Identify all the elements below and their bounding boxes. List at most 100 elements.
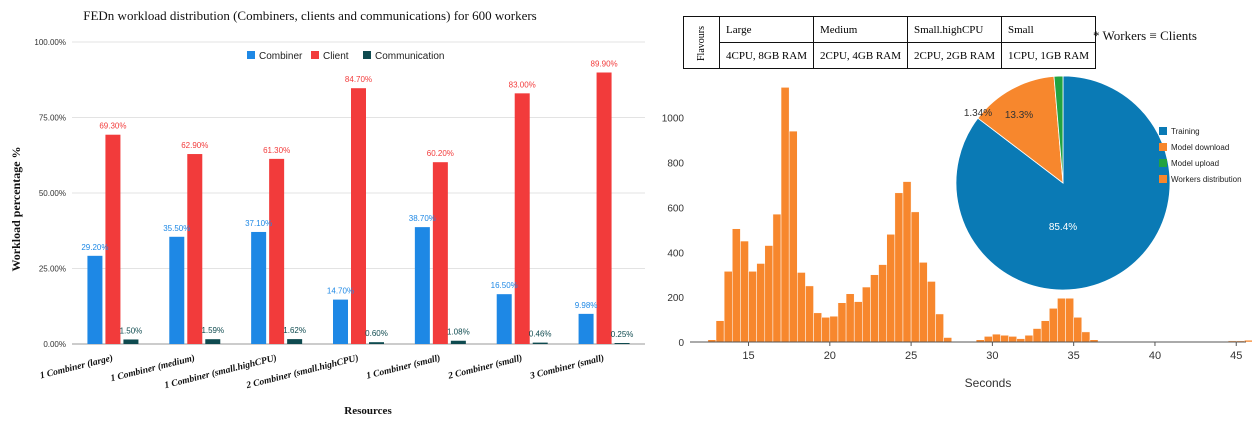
legend-swatch-communication (363, 51, 371, 59)
pie-slice-model-download (977, 75, 1064, 184)
histogram-bar (894, 192, 904, 343)
bar-client (596, 72, 612, 344)
histogram-bar (902, 181, 912, 343)
bar-chart-legend: Combiner Client Communication (247, 51, 444, 62)
pie-slice-model-upload (1053, 75, 1064, 184)
bar-chart-yticks: 0.00% 25.00% 50.00% 75.00% 100.00% (34, 38, 66, 349)
pie-legend-swatch (1159, 143, 1167, 151)
bar-data-label: 35.50% (163, 224, 190, 233)
pie-legend-label: Model download (1171, 143, 1229, 152)
timing-panel: 0 200 400 600 800 1000 15 20 25 30 35 40 45 Seconds… (655, 0, 1252, 419)
flavours-table: Flavours Large Medium Small.highCPU Smal… (683, 16, 1096, 69)
bar-ytick-label: 75.00% (39, 114, 66, 123)
bar-client (514, 93, 530, 344)
legend-swatch-client (311, 51, 319, 59)
bar-data-label: 1.59% (201, 326, 224, 335)
histogram-ytick-label: 400 (667, 248, 684, 259)
histogram-bar (1049, 308, 1058, 343)
bar-data-label: 0.25% (611, 330, 634, 339)
histogram-bar (805, 285, 814, 343)
bar-chart-bars (87, 72, 630, 345)
bar-communication (614, 343, 630, 344)
bar-client (432, 162, 448, 344)
histogram-bar (780, 87, 790, 343)
bar-chart-data-labels: 29.20% 69.30% 1.50% 35.50% 62.90% 1.59% 37.10%… (81, 60, 633, 339)
histogram-xtick-label: 25 (905, 350, 917, 362)
pie-legend-swatch (1159, 127, 1167, 135)
histogram-bar (756, 263, 766, 343)
bar-data-label: 62.90% (181, 141, 208, 150)
bar-data-label: 1.50% (120, 326, 143, 335)
histogram-bar (813, 312, 822, 343)
histogram-bar (845, 293, 855, 343)
histogram-bar (992, 333, 1001, 343)
histogram-xtick-label: 20 (824, 350, 836, 362)
workload-bar-chart-svg: FEDn workload distribution (Combiners, c… (9, 8, 645, 417)
flavour-spec-small: 1CPU, 1GB RAM (1001, 42, 1096, 69)
pie-label-model-download: 13.3% (1005, 110, 1033, 121)
bar-data-label: 9.98% (575, 301, 598, 310)
flavour-spec-small-highcpu: 2CPU, 2GB RAM (907, 42, 1002, 69)
histogram-xtick-label: 35 (1068, 350, 1080, 362)
bar-ytick-label: 25.00% (39, 265, 66, 274)
bar-combiner (333, 299, 348, 344)
histogram-bar (1000, 335, 1009, 343)
bar-combiner (169, 236, 185, 344)
bar-combiner (578, 313, 594, 344)
bar-data-label: 60.20% (427, 149, 454, 158)
workers-note: * Workers ≡ Clients (1093, 28, 1197, 43)
bar-xtick-label: 3 Combiner (small) (528, 353, 605, 382)
bar-ytick-label: 50.00% (39, 189, 66, 198)
histogram-bar (1016, 338, 1026, 343)
histogram-bar (723, 271, 733, 343)
histogram-bar (740, 240, 749, 343)
histogram-ytick-label: 600 (667, 203, 684, 214)
pie-legend-label: Training (1171, 127, 1200, 136)
histogram-bar (715, 320, 725, 343)
histogram-bar (764, 245, 774, 343)
histogram-ytick-label: 800 (667, 159, 684, 170)
histogram-bar (1040, 320, 1050, 343)
bar-data-label: 61.30% (263, 146, 290, 155)
flavours-table-row-specs: 4CPU, 8GB RAM 2CPU, 4GB RAM 2CPU, 2GB RA… (684, 42, 1096, 69)
histogram-bar (1032, 328, 1042, 343)
histogram-bars (707, 87, 1252, 343)
histogram-bar (853, 301, 863, 343)
bar-combiner (496, 294, 512, 344)
bar-data-label: 83.00% (509, 80, 536, 89)
bar-chart-xticks: 1 Combiner (large)1 Combiner (medium)1 C… (39, 353, 606, 392)
pie-label-model-upload: 1.34% (964, 108, 992, 119)
bar-data-label: 14.70% (327, 287, 354, 296)
histogram-bar (870, 274, 879, 343)
histogram-bar (910, 211, 920, 343)
bar-communication (123, 339, 139, 344)
histogram-bar (1065, 298, 1074, 343)
bar-chart-ylabel: Workload percentage % (9, 146, 23, 271)
histogram-bar (1024, 335, 1034, 343)
bar-communication (450, 340, 466, 344)
histogram-bar (829, 315, 839, 343)
bar-communication (532, 342, 548, 344)
timing-histogram-svg: 0 200 400 600 800 1000 15 20 25 30 35 40 45 Seconds… (662, 75, 1252, 390)
bar-combiner (414, 227, 430, 344)
workload-bar-chart: FEDn workload distribution (Combiners, c… (9, 8, 645, 417)
pie-legend-label: Workers distribution (1171, 175, 1242, 184)
histogram-bar (984, 336, 993, 343)
bar-data-label: 0.60% (365, 329, 388, 338)
flavours-header-cell: Flavours (683, 16, 720, 69)
histogram-ytick-label: 0 (678, 338, 684, 349)
bar-client (187, 154, 203, 344)
bar-chart-title: FEDn workload distribution (Combiners, c… (83, 8, 536, 23)
pie-legend-swatch (1159, 175, 1167, 183)
histogram-yticks: 0 200 400 600 800 1000 (662, 114, 685, 349)
bar-data-label: 89.90% (591, 60, 618, 69)
pie-legend: Training Model download Model upload Worker… (1159, 127, 1242, 184)
histogram-ytick-label: 200 (667, 293, 684, 304)
flavour-name-small: Small (1001, 16, 1096, 43)
histogram-bar (748, 271, 757, 343)
flavour-spec-large: 4CPU, 8GB RAM (719, 42, 814, 69)
histogram-xticks: 15 20 25 30 35 40 45 (742, 342, 1242, 362)
legend-label-client: Client (323, 51, 349, 62)
bar-chart-xlabel: Resources (344, 405, 392, 417)
bar-ytick-label: 100.00% (34, 38, 66, 47)
